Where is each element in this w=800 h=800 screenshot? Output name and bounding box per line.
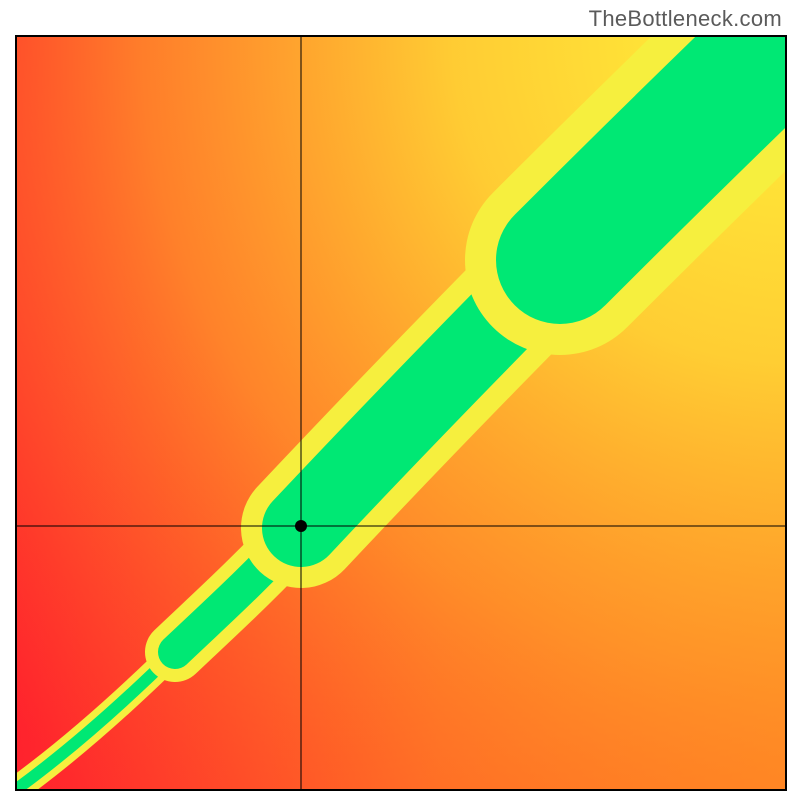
bottleneck-heatmap [0,0,800,800]
crosshair-marker [295,520,307,532]
heatmap-area [16,36,786,790]
watermark-text: TheBottleneck.com [589,6,782,32]
